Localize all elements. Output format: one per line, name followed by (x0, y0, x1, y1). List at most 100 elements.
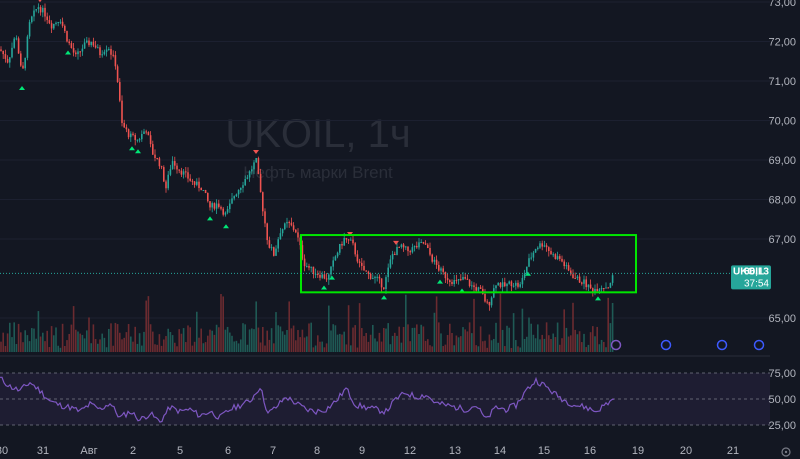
time-tick-label: Авг (80, 445, 97, 457)
rsi-pane[interactable]: 75,00 50,00 25,00 (0, 368, 796, 432)
buy-signal-marker (595, 296, 601, 301)
volume-bar (202, 343, 205, 352)
volume-bar (438, 322, 440, 352)
time-axis[interactable]: 30 31 Авг 2 5 6 7 8 9 12 13 14 15 16 19 20 21 (0, 445, 739, 457)
candle-body (145, 131, 147, 133)
economic-event-icon[interactable] (716, 339, 728, 351)
candle-body (526, 266, 528, 274)
volume-bar (251, 328, 253, 352)
volume-bar (341, 334, 343, 352)
candle-body (367, 271, 370, 274)
volume-bar (389, 344, 392, 352)
time-tick-label: 14 (494, 445, 506, 457)
volume-bar (207, 335, 209, 352)
candle-body (457, 279, 460, 281)
candle-body (99, 47, 101, 56)
candle-layer (0, 3, 614, 311)
candle-body (169, 169, 172, 175)
candle-body (295, 229, 297, 233)
volume-bar (493, 338, 495, 352)
candle-body (405, 246, 407, 248)
volume-bar (264, 345, 266, 352)
candle-body (28, 22, 31, 37)
candle-body (284, 223, 286, 230)
candle-body (207, 192, 209, 202)
candle-body (319, 274, 321, 278)
candle-body (460, 279, 462, 281)
candle-body (259, 173, 262, 193)
consolidation-box[interactable] (300, 234, 637, 294)
candle-body (130, 133, 132, 138)
volume-bar (424, 340, 427, 352)
volume-bar (123, 337, 125, 352)
candle-body (156, 157, 158, 159)
candle-body (592, 288, 594, 293)
candle-body (242, 185, 244, 188)
candle-body (270, 247, 273, 249)
volume-bar (310, 322, 312, 352)
volume-bar (22, 342, 24, 352)
volume-bar (501, 329, 504, 352)
volume-bar (468, 322, 471, 352)
event-icons[interactable] (610, 339, 765, 351)
candle-body (444, 271, 447, 279)
candle-body (2, 50, 4, 55)
volume-bar (363, 336, 365, 352)
economic-event-icon[interactable] (753, 339, 765, 351)
candle-body (240, 187, 242, 190)
candle-body (339, 243, 341, 253)
candle-body (308, 266, 310, 268)
candle-body (477, 287, 480, 291)
volume-bar (9, 322, 11, 352)
settings-icon[interactable] (781, 447, 791, 457)
volume-bar (354, 325, 356, 352)
economic-event-icon[interactable] (610, 339, 622, 351)
candle-body (101, 54, 103, 56)
time-tick-label: 30 (0, 445, 8, 457)
volume-bar (600, 339, 603, 352)
volume-bar (6, 333, 9, 352)
price-tick-label: 65,00 (768, 313, 796, 325)
candle-body (343, 238, 345, 246)
volume-bar (528, 317, 530, 352)
volume-bar (367, 341, 370, 352)
candle-body (521, 277, 524, 285)
candle-body (310, 266, 312, 268)
economic-event-icon[interactable] (660, 339, 672, 351)
volume-bar (268, 339, 271, 352)
volume-bar (512, 313, 515, 352)
volume-bar (189, 327, 191, 352)
candle-body (453, 280, 455, 285)
candle-body (116, 66, 119, 83)
volume-bar (204, 342, 207, 352)
volume-bar (427, 339, 429, 352)
candle-body (136, 139, 139, 141)
candle-body (446, 278, 449, 281)
candle-body (123, 122, 125, 128)
candle-body (112, 54, 114, 56)
candle-body (266, 223, 268, 241)
price-axis[interactable]: 73,00 72,00 71,00 70,00 69,00 68,00 67,00 65,00 (768, 0, 796, 325)
volume-bar (72, 306, 75, 352)
candle-body (554, 254, 557, 260)
candle-body (314, 273, 317, 275)
volume-bar (407, 324, 409, 352)
volume-bar (255, 301, 257, 352)
candle-body (407, 246, 409, 252)
candle-body (88, 40, 90, 46)
volume-bar (385, 328, 387, 352)
last-price-badge[interactable]: UKOIL 66,13 37:54 (731, 265, 771, 290)
sell-signal-marker (38, 0, 42, 3)
candle-body (226, 209, 229, 213)
volume-bar (134, 326, 136, 352)
volume-bar (495, 322, 497, 352)
volume-bar (561, 338, 563, 352)
candle-body (365, 270, 367, 272)
volume-bar (81, 334, 84, 352)
candle-body (479, 287, 482, 289)
volume-bar (477, 346, 480, 352)
volume-bar (103, 337, 106, 352)
volume-bar (559, 344, 561, 352)
volume-bar (2, 332, 4, 352)
